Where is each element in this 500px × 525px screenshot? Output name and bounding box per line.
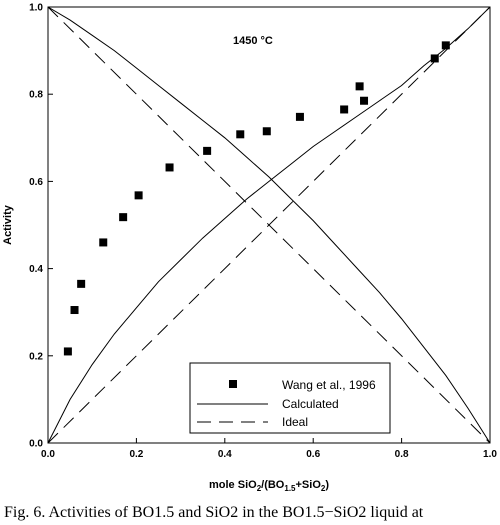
data-point: [70, 306, 79, 315]
x-axis-title-part: +SiO: [296, 479, 322, 491]
legend: Wang et al., 1996 Calculated Ideal: [189, 362, 391, 434]
x-axis-title-sub: 2: [257, 484, 262, 493]
data-point: [430, 54, 439, 63]
figure: 0.0 0.2 0.4 0.6 0.8 1.0 0.0 0.2 0.4 0.6 0.8 1.0 145…: [2, 3, 497, 494]
data-point: [203, 146, 212, 155]
x-tick-label: 0.2: [129, 449, 143, 460]
series-line-2: [47, 6, 491, 444]
figure-caption: Fig. 6. Activities of BO1.5 and SiO2 in …: [4, 504, 424, 521]
activity-chart: 0.0 0.2 0.4 0.6 0.8 1.0 0.0 0.2 0.4 0.6 0.8 1.0 145…: [2, 3, 497, 494]
data-point: [355, 82, 364, 91]
y-tick-label: 0.2: [29, 351, 43, 362]
annotation-temperature: 1450 °C: [233, 35, 273, 47]
data-point: [165, 163, 174, 172]
x-axis-title: mole SiO2/(BO1.5+SiO2): [209, 479, 329, 493]
tick-labels: 0.0 0.2 0.4 0.6 0.8 1.0 0.0 0.2 0.4 0.6 0.8 1.0: [29, 3, 497, 461]
x-tick-label: 0.4: [218, 449, 232, 460]
data-point: [99, 238, 108, 247]
data-point: [236, 130, 245, 139]
legend-marker-wang: [229, 380, 237, 388]
x-tick-label: 0.6: [306, 449, 320, 460]
data-point: [63, 347, 72, 356]
data-point: [262, 127, 271, 136]
plot-frame: [47, 6, 491, 444]
x-axis-title-sub: 2: [321, 484, 326, 493]
x-tick-label: 0.0: [41, 449, 55, 460]
data-point: [360, 96, 369, 105]
data-point: [295, 112, 304, 121]
legend-label-ideal: Ideal: [282, 415, 308, 429]
data-point: [441, 41, 450, 50]
legend-label-wang: Wang et al., 1996: [282, 378, 376, 392]
x-axis-title-sub: 1.5: [284, 484, 296, 493]
data-point: [119, 213, 128, 222]
legend-label-calculated: Calculated: [282, 397, 339, 411]
legend-box: [189, 362, 391, 434]
y-tick-label: 1.0: [29, 3, 43, 14]
data-point: [77, 279, 86, 288]
y-axis-title: Activity: [2, 204, 14, 245]
x-axis-title-part: mole SiO: [209, 479, 257, 491]
series-line-1: [47, 6, 491, 444]
x-axis-title-part: /(BO: [261, 479, 285, 491]
x-axis-title-part: ): [325, 479, 329, 491]
data-point: [340, 105, 349, 114]
x-tick-label: 1.0: [483, 449, 497, 460]
x-tick-label: 0.8: [395, 449, 409, 460]
y-tick-label: 0.0: [29, 439, 43, 450]
y-tick-label: 0.4: [29, 264, 43, 275]
series-line-4: [47, 6, 491, 444]
series-lines: [47, 6, 491, 444]
data-points: [63, 41, 450, 356]
data-point: [134, 191, 143, 200]
y-tick-label: 0.6: [29, 177, 43, 188]
y-tick-label: 0.8: [29, 90, 43, 101]
